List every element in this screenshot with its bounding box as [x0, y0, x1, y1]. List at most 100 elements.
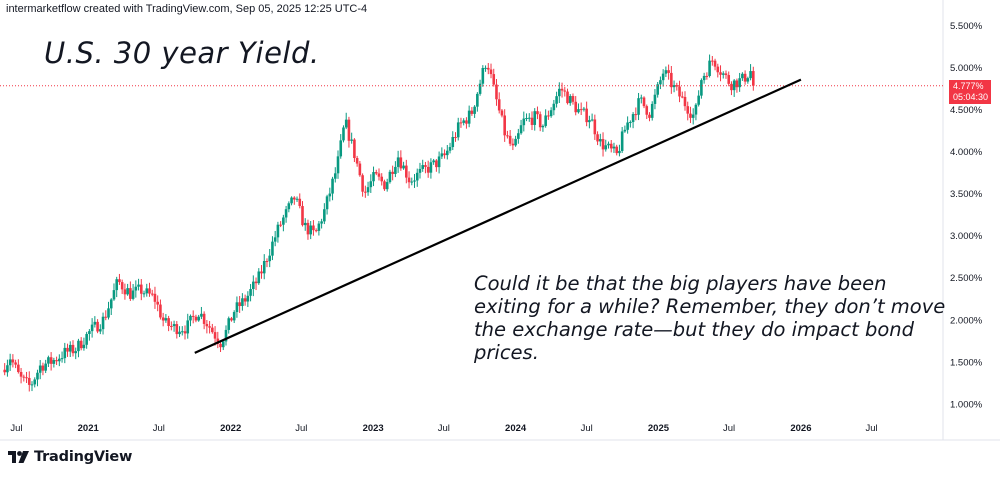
candle-body	[139, 284, 143, 294]
candle-body	[437, 156, 441, 168]
candle-body	[41, 365, 45, 371]
candle-body	[295, 198, 299, 200]
candle-body	[230, 318, 233, 321]
candle-body	[257, 271, 261, 284]
candle-body	[208, 326, 211, 328]
candle-body	[325, 196, 329, 210]
candle-body	[235, 302, 239, 313]
candle-body	[738, 78, 741, 88]
candle-body	[670, 72, 673, 88]
candle-body	[697, 95, 700, 105]
y-tick-label: 4.500%	[950, 105, 983, 116]
candle-body	[615, 146, 618, 154]
candle-body	[292, 197, 296, 200]
candle-body	[525, 118, 528, 120]
candle-body	[661, 73, 665, 81]
candle-body	[320, 221, 323, 224]
candle-body	[49, 357, 53, 364]
chart-title: U.S. 30 year Yield.	[44, 36, 320, 70]
candle-body	[620, 131, 624, 151]
candle-body	[131, 290, 135, 299]
candle-body	[71, 344, 75, 354]
candle-body	[331, 178, 334, 194]
candle-body	[702, 75, 706, 81]
candle-body	[672, 85, 676, 88]
candle-body	[8, 359, 12, 366]
candle-body	[183, 331, 187, 334]
support-trendline	[194, 78, 802, 354]
candle-body	[159, 304, 162, 318]
candle-body	[536, 111, 539, 115]
x-tick-label: 2022	[220, 423, 241, 434]
candle-body	[385, 182, 389, 190]
candle-body	[470, 110, 474, 114]
candle-body	[711, 60, 714, 62]
candle-body	[506, 135, 509, 137]
candle-body	[268, 255, 272, 262]
x-tick-label: 2025	[648, 423, 670, 434]
candle-body	[481, 68, 485, 84]
candle-body	[150, 293, 154, 295]
candle-body	[552, 103, 556, 111]
candle-body	[328, 193, 332, 197]
candle-body	[497, 99, 501, 111]
candle-body	[85, 333, 88, 345]
candle-body	[227, 318, 231, 330]
candle-body	[533, 111, 537, 125]
candle-body	[426, 166, 430, 173]
candle-body	[680, 96, 684, 98]
candle-body	[249, 289, 252, 296]
tradingview-logo[interactable]: TradingView	[8, 449, 132, 465]
candle-body	[732, 80, 736, 91]
candle-body	[721, 73, 725, 75]
candle-body	[11, 359, 15, 363]
candle-body	[79, 340, 83, 349]
candle-body	[112, 290, 116, 300]
candle-body	[273, 237, 277, 242]
candle-body	[435, 160, 438, 168]
candle-body	[148, 288, 151, 294]
tradingview-icon	[8, 450, 29, 463]
x-tick-label: Jul	[581, 423, 593, 434]
candle-body	[120, 282, 124, 290]
candle-body	[284, 209, 288, 218]
candle-body	[17, 364, 20, 372]
tradingview-wordmark: TradingView	[34, 449, 133, 465]
candle-body	[752, 71, 755, 86]
candle-body	[68, 344, 72, 352]
candle-body	[467, 110, 471, 124]
candle-body	[197, 316, 200, 321]
candle-body	[377, 173, 381, 177]
candle-body	[650, 103, 654, 118]
candle-body	[47, 357, 50, 364]
candle-body	[579, 109, 583, 111]
candle-body	[691, 114, 695, 118]
candle-body	[713, 60, 717, 67]
candle-body	[741, 73, 744, 79]
candle-body	[563, 90, 567, 92]
candle-body	[290, 197, 293, 204]
candle-body	[339, 140, 343, 157]
candle-body	[189, 315, 192, 321]
candle-body	[500, 110, 504, 116]
candle-body	[243, 298, 247, 302]
candle-body	[323, 209, 326, 222]
bar-countdown: 05:04:30	[953, 91, 989, 102]
candle-body	[14, 362, 17, 365]
candle-body	[19, 371, 23, 377]
candle-body	[694, 104, 698, 115]
candle-body	[383, 181, 386, 190]
candle-body	[730, 83, 733, 91]
candle-body	[659, 80, 662, 85]
candle-body	[167, 318, 170, 326]
candle-body	[394, 166, 397, 174]
candle-body	[137, 284, 140, 287]
candle-body	[716, 66, 720, 73]
candle-body	[164, 318, 168, 321]
x-tick-label: Jul	[10, 423, 22, 434]
candle-body	[396, 157, 400, 167]
candle-body	[252, 281, 255, 290]
candle-body	[153, 293, 157, 302]
candle-body	[700, 80, 703, 96]
